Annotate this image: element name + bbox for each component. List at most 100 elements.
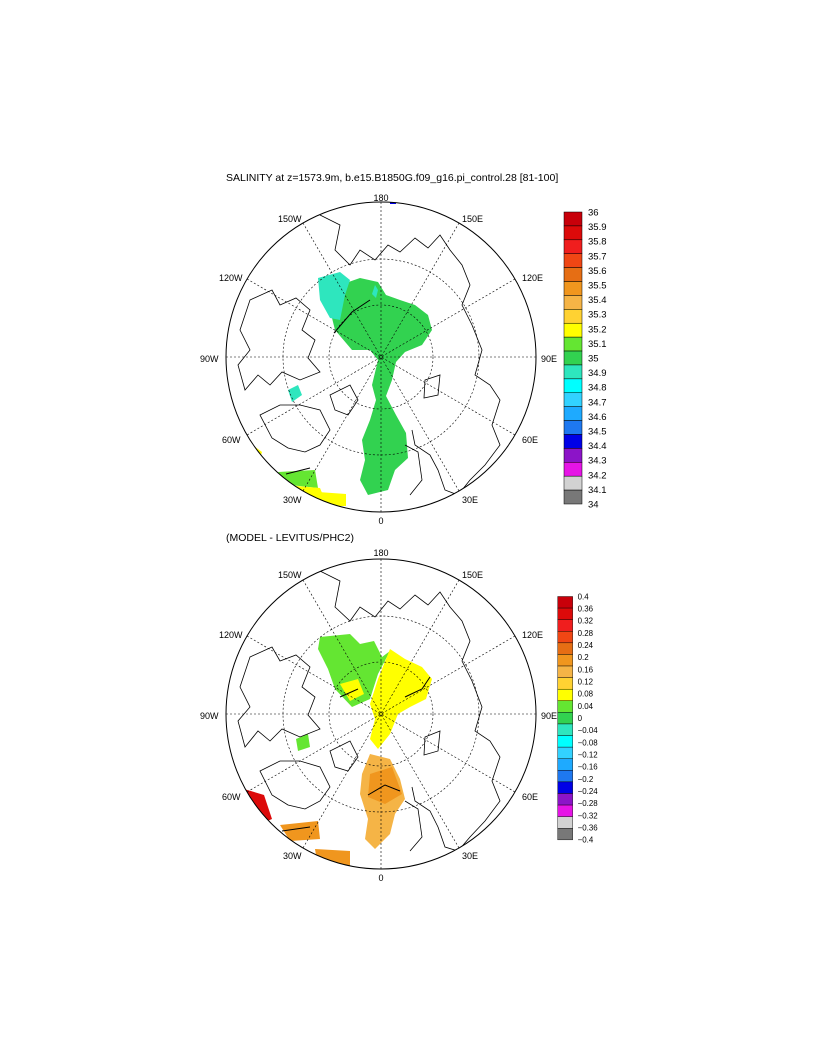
bottom-colorbar-label: −0.36 [578,824,599,833]
bottom-colorbar-swatch [557,665,573,678]
bottom-colorbar-swatch [557,642,573,655]
top-colorbar-label: 34.8 [588,383,607,394]
label-180: 180 [373,193,388,203]
bottom-colorbar-swatch [557,804,573,817]
label-180: 180 [373,549,388,558]
top-colorbar-swatch [563,434,583,449]
top-colorbar-swatch [563,406,583,421]
bottom-colorbar-swatch [557,758,573,771]
bottom-colorbar-label: −0.4 [578,836,594,845]
top-colorbar-swatch [563,295,583,310]
bottom-colorbar-label: −0.08 [578,738,599,747]
label-150w: 150W [278,570,302,580]
top-colorbar-swatch [563,364,583,380]
label-120e: 120E [522,273,543,283]
bottom-colorbar-label: 0.12 [578,678,593,687]
bottom-colorbar-label: −0.04 [578,726,599,735]
bottom-colorbar-swatch [557,700,573,713]
bottom-colorbar-swatch [557,781,573,794]
bottom-colorbar-label: 0.2 [578,653,589,662]
bottom-colorbar-swatch [557,770,573,783]
top-colorbar-swatch [563,253,583,268]
top-colorbar-swatch [563,281,583,296]
top-colorbar-label: 34 [588,500,599,511]
bottom-colorbar-swatch [557,654,573,667]
bottom-panel-title: (MODEL - LEVITUS/PHC2) [226,532,354,544]
top-colorbar-label: 34.9 [588,368,607,379]
bottom-colorbar-label: −0.2 [578,775,594,784]
label-120w: 120W [219,630,243,640]
bottom-colorbar-label: 0.16 [578,665,594,674]
top-colorbar-swatch [563,378,583,394]
top-colorbar-swatch [563,322,583,338]
top-colorbar-label: 35.2 [588,324,607,335]
top-colorbar-swatch [563,462,583,477]
salinity-field-north [318,272,350,320]
bottom-colorbar-swatch [557,735,573,748]
bottom-colorbar: 0.4 0.36 0.32 0.28 0.24 0.2 0.16 0.12 0.08 0.04 0 −… [557,592,599,845]
bottom-colorbar-swatch [557,596,573,609]
bottom-colorbar-label: −0.28 [578,799,599,808]
top-colorbar-swatch [563,267,583,282]
label-150w: 150W [278,214,302,224]
label-60w: 60W [222,792,241,802]
top-colorbar-label: 34.7 [588,397,607,408]
top-colorbar-swatch [563,211,583,227]
top-colorbar-swatch [563,225,583,241]
bottom-colorbar-swatch [557,677,573,690]
label-30e: 30E [462,495,478,505]
top-colorbar-label: 35.1 [588,339,607,350]
label-30w: 30W [283,851,302,861]
top-colorbar-swatch [563,489,583,505]
bottom-polar-map: 180 0 90W 90E 150W 150E 120W 120E 60W 60… [200,549,557,883]
bottom-colorbar-label: −0.12 [578,751,598,760]
bottom-colorbar-label: 0.24 [578,641,594,650]
top-colorbar-swatch [563,448,583,463]
anomaly-field-green-small [296,734,310,751]
bottom-colorbar-swatch [557,631,573,644]
top-colorbar-label: 34.1 [588,485,607,496]
bottom-colorbar-swatch [557,688,573,701]
anomaly-field-green [318,634,390,707]
label-60e: 60E [522,792,538,802]
top-colorbar-swatch [563,309,583,324]
top-colorbar-label: 35.7 [588,251,607,262]
label-0: 0 [378,873,383,883]
anomaly-field-yellow-main [370,649,432,749]
top-colorbar-swatch [563,350,583,366]
label-90e: 90E [541,354,557,364]
bottom-colorbar-swatch [557,619,573,632]
label-150e: 150E [462,570,483,580]
bottom-colorbar-swatch [557,723,573,736]
top-colorbar-swatch [563,392,583,407]
label-120w: 120W [219,273,243,283]
top-colorbar-label: 35.6 [588,266,607,277]
bottom-colorbar-swatch [557,816,573,829]
top-colorbar-label: 35 [588,354,599,365]
label-60w: 60W [222,435,241,445]
label-0: 0 [378,516,383,526]
bottom-colorbar-label: 0 [578,714,583,723]
salinity-field-baffin [288,385,302,402]
anomaly-field-yellow-inner [340,679,364,701]
bottom-colorbar-label: −0.16 [578,763,599,772]
bottom-colorbar-label: 0.4 [578,592,590,601]
top-colorbar-swatch [563,475,583,491]
top-colorbar-label: 34.6 [588,412,607,423]
top-colorbar-label: 35.8 [588,237,607,248]
anomaly-field-cyan-top [388,555,396,559]
top-colorbar-label: 34.3 [588,456,607,467]
bottom-colorbar-label: 0.32 [578,617,593,626]
top-colorbar-label: 36 [588,208,599,219]
label-90w: 90W [200,711,219,721]
top-panel-title: SALINITY at z=1573.9m, b.e15.B1850G.f09_… [226,172,559,184]
anomaly-field-irminger [280,821,320,841]
bottom-colorbar-swatch [557,746,573,759]
label-150e: 150E [462,214,483,224]
top-colorbar-label: 34.4 [588,441,607,452]
label-30w: 30W [283,495,302,505]
label-90e: 90E [541,711,557,721]
top-colorbar-label: 35.9 [588,222,607,233]
bottom-colorbar-label: −0.24 [578,787,599,796]
bottom-colorbar-label: 0.36 [578,605,594,614]
